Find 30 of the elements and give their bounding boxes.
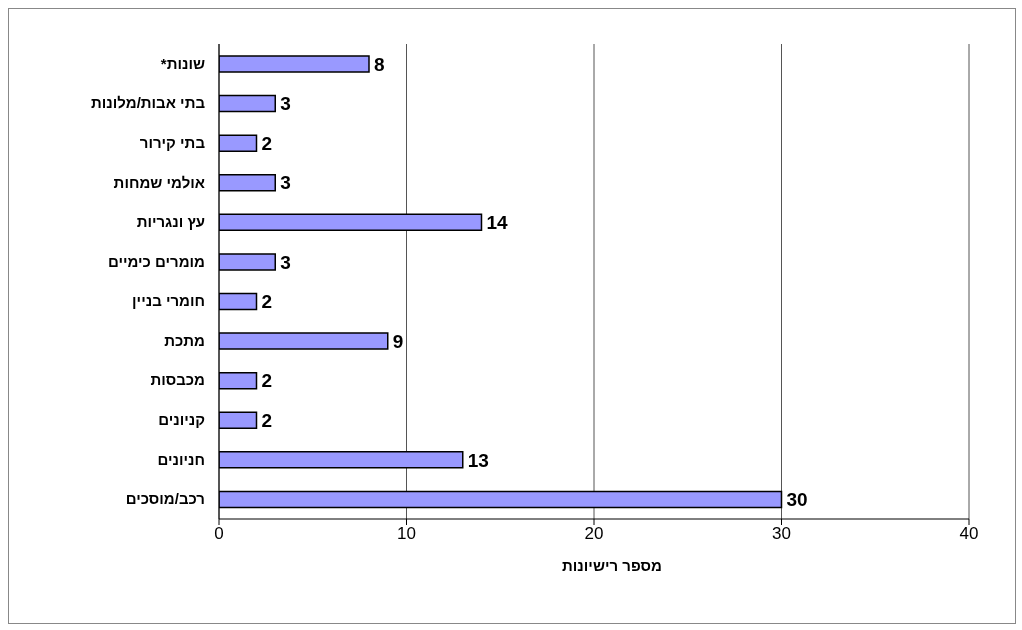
data-label: 2	[261, 370, 273, 392]
y-tick-label: חניונים	[157, 450, 205, 468]
data-label: 8	[374, 53, 385, 75]
x-tick-label: 30	[772, 524, 791, 544]
x-tick-label: 0	[214, 524, 224, 544]
x-tick-label: 40	[959, 524, 979, 544]
y-tick-label: חומרי בניין	[132, 292, 205, 310]
x-tick-label: 10	[397, 524, 416, 544]
y-tick-label: עץ ונגריות	[136, 213, 205, 231]
data-label: 13	[467, 449, 489, 471]
data-label: 3	[280, 172, 291, 194]
y-tick-label: שונות*	[160, 54, 205, 72]
y-tick-label: בתי קירור	[139, 133, 206, 151]
y-tick-label: מומרים כימיים	[107, 252, 205, 270]
y-tick-label: רכב/מוסכים	[125, 490, 205, 508]
x-axis-title: מספר רישיונות	[561, 557, 663, 574]
y-tick-label: בתי אבות/מלונות	[91, 94, 206, 112]
x-tick-label: 20	[584, 524, 604, 544]
data-label: 2	[261, 409, 273, 431]
data-label: 2	[261, 132, 273, 154]
data-label: 2	[261, 291, 273, 313]
y-tick-label: מתכת	[164, 331, 205, 349]
y-tick-label: קניונים	[158, 411, 205, 429]
y-tick-label: אולמי שמחות	[113, 173, 205, 191]
data-label: 3	[280, 93, 291, 115]
data-label: 14	[486, 212, 509, 234]
y-tick-label: מכבסות	[150, 371, 205, 389]
data-label: 3	[280, 251, 291, 273]
data-label: 9	[392, 330, 404, 352]
data-label: 30	[786, 489, 808, 511]
